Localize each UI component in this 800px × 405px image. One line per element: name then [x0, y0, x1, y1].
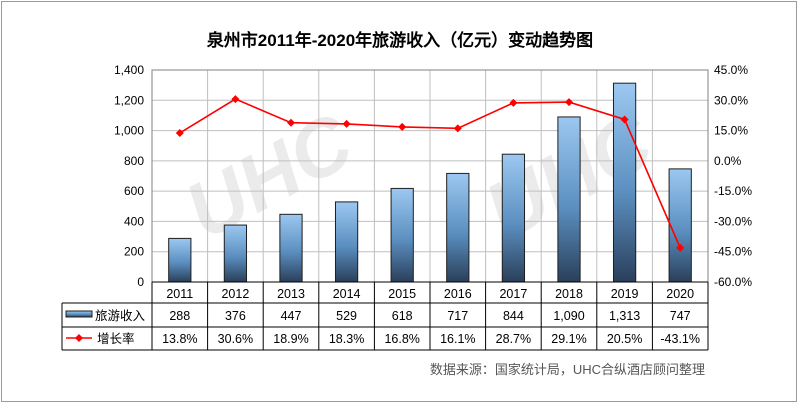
- growth-marker-2019: [620, 115, 629, 124]
- growth-value: 16.1%: [440, 332, 475, 346]
- right-tick-label: -60.0%: [714, 275, 752, 289]
- right-tick-label: 30.0%: [714, 93, 748, 107]
- bar-2020: [668, 168, 692, 283]
- right-tick-label: -15.0%: [714, 184, 752, 198]
- bar-2015: [390, 187, 414, 283]
- growth-marker-2012: [231, 95, 240, 104]
- bar-2016: [446, 172, 470, 283]
- legend-marker: [75, 334, 83, 342]
- right-tick-label: -45.0%: [714, 245, 752, 259]
- growth-value: 16.8%: [384, 332, 419, 346]
- bar-2018: [557, 116, 581, 283]
- right-tick-label: 15.0%: [714, 124, 748, 138]
- growth-value: 20.5%: [607, 332, 642, 346]
- bar-2012: [223, 224, 248, 283]
- growth-marker-2011: [175, 128, 184, 137]
- growth-value: 29.1%: [551, 332, 586, 346]
- category-label: 2014: [333, 287, 361, 301]
- left-tick-label: 1,200: [114, 93, 144, 107]
- chart-title: 泉州市2011年-2020年旅游收入（亿元）变动趋势图: [206, 30, 593, 50]
- right-tick-label: 0.0%: [714, 154, 742, 168]
- category-label: 2011: [166, 287, 193, 301]
- category-label: 2013: [277, 287, 305, 301]
- growth-marker-2014: [342, 119, 351, 128]
- revenue-value: 747: [670, 309, 691, 323]
- left-tick-label: 400: [124, 214, 144, 228]
- right-tick-label: 45.0%: [714, 63, 748, 77]
- category-label: 2019: [611, 287, 639, 301]
- category-label: 2012: [221, 287, 249, 301]
- legend-revenue: 旅游收入: [95, 309, 146, 323]
- left-tick-label: 1,000: [114, 124, 144, 138]
- category-label: 2020: [666, 287, 694, 301]
- growth-marker-2016: [453, 124, 462, 133]
- left-tick-label: 800: [124, 154, 144, 168]
- revenue-value: 717: [447, 309, 468, 323]
- growth-marker-2018: [565, 98, 573, 107]
- growth-marker-2013: [287, 118, 295, 127]
- bar-2011: [168, 237, 192, 283]
- source-note: 数据来源：国家统计局，UHC合纵酒店顾问整理: [430, 362, 705, 377]
- growth-value: 13.8%: [162, 332, 197, 346]
- revenue-value: 447: [281, 309, 302, 323]
- revenue-value: 1,090: [553, 309, 584, 323]
- growth-value: 30.6%: [218, 332, 253, 346]
- bar-2013: [279, 213, 303, 283]
- left-tick-label: 600: [124, 184, 144, 198]
- category-label: 2016: [444, 287, 472, 301]
- legend-growth: 增长率: [97, 331, 135, 346]
- growth-value: 18.9%: [273, 332, 308, 346]
- growth-value: -43.1%: [660, 332, 700, 346]
- growth-value: 18.3%: [329, 332, 364, 346]
- growth-value: 28.7%: [496, 332, 531, 346]
- revenue-value: 376: [225, 309, 246, 323]
- category-label: 2015: [388, 287, 416, 301]
- revenue-value: 844: [503, 309, 524, 323]
- revenue-value: 1,313: [609, 309, 640, 323]
- category-label: 2018: [555, 287, 583, 301]
- bar-2014: [334, 201, 359, 283]
- growth-marker-2017: [509, 98, 518, 107]
- legend-bar-swatch: [65, 310, 93, 318]
- revenue-value: 618: [392, 309, 413, 323]
- left-tick-label: 1,400: [114, 63, 144, 77]
- revenue-value: 529: [336, 309, 357, 323]
- left-tick-label: 0: [137, 275, 144, 289]
- right-tick-label: -30.0%: [714, 214, 752, 228]
- bar-2019: [612, 82, 637, 283]
- growth-marker-2020: [676, 243, 685, 252]
- bar-2017: [501, 153, 526, 283]
- category-label: 2017: [499, 287, 527, 301]
- revenue-value: 288: [169, 309, 190, 323]
- left-tick-label: 200: [124, 245, 144, 259]
- growth-marker-2015: [398, 122, 407, 131]
- growth-line: [179, 98, 681, 249]
